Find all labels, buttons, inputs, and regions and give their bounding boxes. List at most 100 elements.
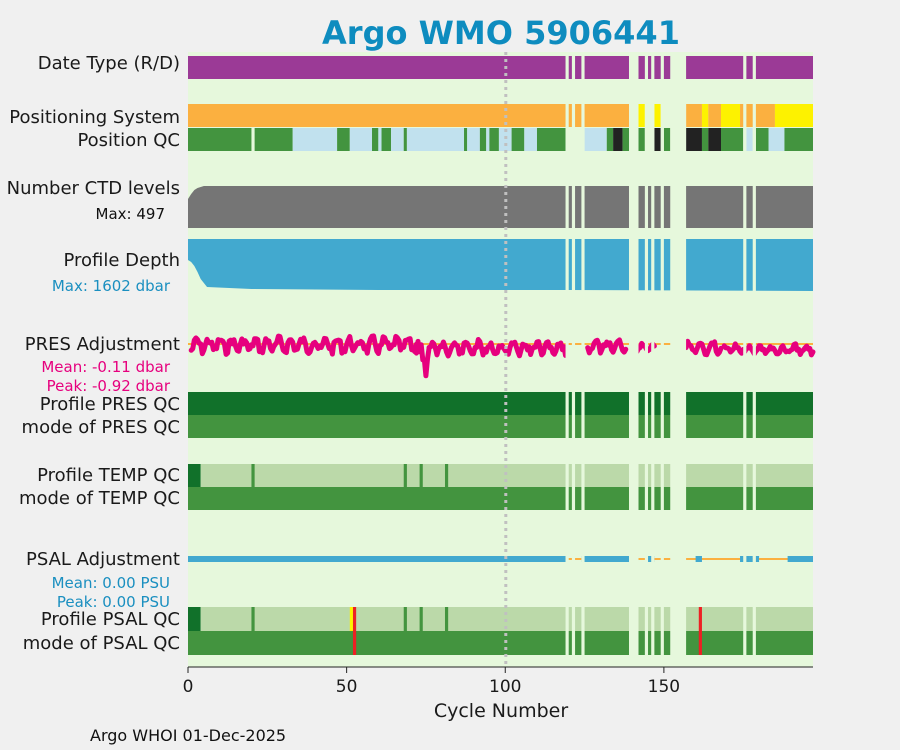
segment-positioning-system [188,104,633,127]
label-positioning-system: Positioning System [9,107,180,128]
segment-position-qc [768,128,785,151]
segment-position-qc [378,128,382,151]
segment-position-qc [784,128,813,151]
label-profile-depth: Profile Depth [63,250,180,271]
segment-position-qc [486,128,490,151]
psal-adjustment-line [787,556,813,562]
label-profile-pres-qc: Profile PRES QC [40,394,180,415]
segment-profile-psal-qc [251,607,255,631]
pres-adjustment-line [683,338,724,358]
pres-adjustment-line [766,341,816,358]
segment-position-qc [372,128,379,151]
segment-position-qc [720,128,744,151]
segment-position-qc [479,128,487,151]
label-pres-adjustment: PRES Adjustment [25,334,180,355]
label-mode-pres-qc: mode of PRES QC [22,417,180,438]
segment-mode-of-temp-qc [188,487,813,510]
segment-profile-psal-qc [444,607,449,631]
missing-cycle-gap [660,52,664,667]
segment-mode-of-psal-qc [352,631,357,655]
segment-profile-psal-qc [188,607,201,631]
segment-position-qc [349,128,373,151]
segment-position-qc [292,128,338,151]
segment-position-qc [622,128,633,151]
segment-position-qc [654,128,661,151]
segment-position-qc [536,128,566,151]
segment-position-qc [511,128,525,151]
pres-adjustment-line [188,333,419,357]
psal-adjustment-line [188,556,566,562]
segment-position-qc [467,128,480,151]
profile-depth-area [188,239,813,291]
label-position-qc: Position QC [77,130,180,151]
missing-cycle-gap [752,52,756,667]
x-tick-label: 150 [648,677,680,697]
segment-profile-temp-qc [200,464,813,487]
pres-adjustment-line [721,341,772,357]
segment-position-qc [606,128,614,151]
segment-profile-psal-qc [403,607,407,631]
segment-position-qc [755,128,769,151]
x-axis-ticks: 0 50 100 150 [183,667,680,697]
chart-marks [188,56,816,655]
segment-profile-psal-qc [349,607,353,631]
label-ctd-levels: Number CTD levels [7,178,180,199]
psal-adjustment-line [749,556,753,562]
label-mode-temp-qc: mode of TEMP QC [19,488,180,509]
segment-position-qc [391,128,404,151]
ctd-max-label: Max: 497 [96,205,165,223]
pres-peak-label: Peak: -0.92 dbar [47,377,171,395]
x-tick-label: 50 [336,677,358,697]
psal-peak-label: Peak: 0.00 PSU [57,593,170,611]
segment-positioning-system [740,104,775,127]
x-tick-label: 0 [183,677,194,697]
segment-date-type-r-d [188,56,813,79]
segment-mode-of-pres-qc [188,415,813,438]
segment-positioning-system [701,104,709,127]
segment-position-qc [584,128,607,151]
footer-credit: Argo WHOI 01-Dec-2025 [90,726,286,745]
label-profile-psal-qc: Profile PSAL QC [41,609,180,630]
missing-cycle-gap [644,52,649,667]
segment-positioning-system [774,104,813,127]
pres-adjustment-line [413,338,432,379]
segment-position-qc [403,128,407,151]
segment-position-qc [613,128,623,151]
label-profile-temp-qc: Profile TEMP QC [37,465,180,486]
segment-profile-psal-qc [698,607,702,631]
segment-positioning-system [708,104,721,127]
missing-cycle-gap [743,52,747,667]
segment-profile-psal-qc [419,607,423,631]
segment-profile-psal-qc [352,607,357,631]
x-axis-label: Cycle Number [434,700,568,722]
segment-profile-temp-qc [444,464,449,487]
plot-area [188,52,813,667]
segment-position-qc [406,128,465,151]
label-mode-psal-qc: mode of PSAL QC [23,633,180,654]
segment-mode-of-psal-qc [698,631,702,655]
pres-mean-label: Mean: -0.11 dbar [41,358,171,376]
segment-position-qc [708,128,721,151]
segment-profile-temp-qc [419,464,423,487]
missing-cycle-gaps [565,52,756,667]
segment-position-qc [638,128,645,151]
chart-title: Argo WMO 5906441 [322,14,680,52]
missing-cycle-gap [581,52,585,667]
segment-position-qc [464,128,468,151]
segment-position-qc [254,128,293,151]
segment-positioning-system [654,104,661,127]
segment-position-qc [381,128,392,151]
segment-profile-temp-qc [251,464,255,487]
segment-mode-of-psal-qc [188,631,813,655]
segment-profile-temp-qc [403,464,407,487]
psal-mean-label: Mean: 0.00 PSU [52,574,170,592]
segment-positioning-system [638,104,645,127]
segment-profile-temp-qc [188,464,201,487]
label-psal-adjustment: PSAL Adjustment [26,549,180,570]
segment-positioning-system [686,104,702,127]
segment-position-qc [188,128,252,151]
segment-position-qc [663,128,671,151]
ctd-levels-area [188,186,813,228]
segment-profile-pres-qc [188,392,813,415]
